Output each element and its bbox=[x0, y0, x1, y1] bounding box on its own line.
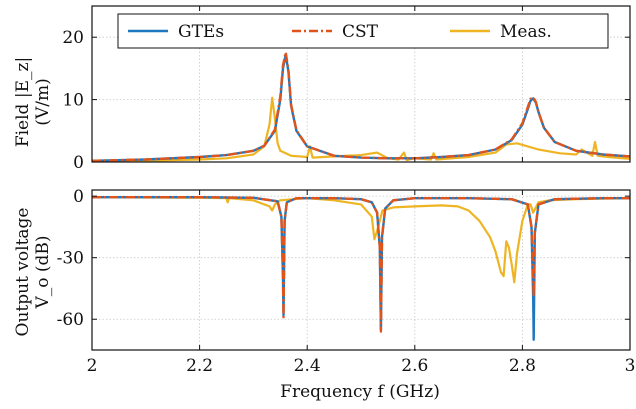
series-line-meas bbox=[92, 96, 630, 162]
x-tick-label: 2 bbox=[87, 356, 98, 376]
y-tick-label: 20 bbox=[62, 28, 84, 48]
legend: GTEs CST Meas. bbox=[117, 13, 609, 49]
x-tick-label: 2.4 bbox=[294, 356, 321, 376]
series-line-cst bbox=[92, 51, 630, 162]
upper-ylabel-line1: Field |E_z| bbox=[13, 57, 33, 147]
upper-ylabel-line2: (V/m) bbox=[33, 78, 53, 125]
series-line-cst bbox=[92, 195, 630, 333]
series-line-meas bbox=[92, 196, 630, 284]
series-line-gtes bbox=[92, 53, 630, 162]
lower-ylabel-line2: V_o (dB) bbox=[33, 235, 53, 309]
y-tick-label: 0 bbox=[73, 153, 84, 173]
y-tick-label: -60 bbox=[57, 310, 84, 330]
legend-label: CST bbox=[342, 22, 379, 42]
legend-label: GTEs bbox=[178, 22, 224, 42]
x-tick-label: 2.2 bbox=[186, 356, 213, 376]
lower-ylabel: Output voltage V_o (dB) bbox=[13, 208, 53, 337]
y-tick-label: 10 bbox=[62, 91, 84, 111]
upper-panel-field: 0 10 20 bbox=[62, 5, 631, 173]
lower-panel-output-voltage: 0 -30 -60 2 2.2 2.4 2.6 2.8 3 bbox=[57, 187, 636, 376]
legend-label: Meas. bbox=[500, 22, 552, 42]
legend-box bbox=[117, 13, 609, 49]
x-tick-label: 2.8 bbox=[509, 356, 536, 376]
axes-frame bbox=[91, 189, 631, 351]
x-tick-label: 3 bbox=[625, 356, 636, 376]
lower-ylabel-line1: Output voltage bbox=[13, 208, 33, 337]
series-line-gtes bbox=[92, 195, 630, 341]
x-axis-label: Frequency f (GHz) bbox=[280, 382, 440, 402]
y-tick-label: 0 bbox=[73, 187, 84, 207]
upper-ylabel: Field |E_z| (V/m) bbox=[13, 57, 53, 147]
x-tick-label: 2.6 bbox=[401, 356, 428, 376]
y-tick-label: -30 bbox=[57, 249, 84, 269]
axes-frame bbox=[91, 5, 631, 163]
